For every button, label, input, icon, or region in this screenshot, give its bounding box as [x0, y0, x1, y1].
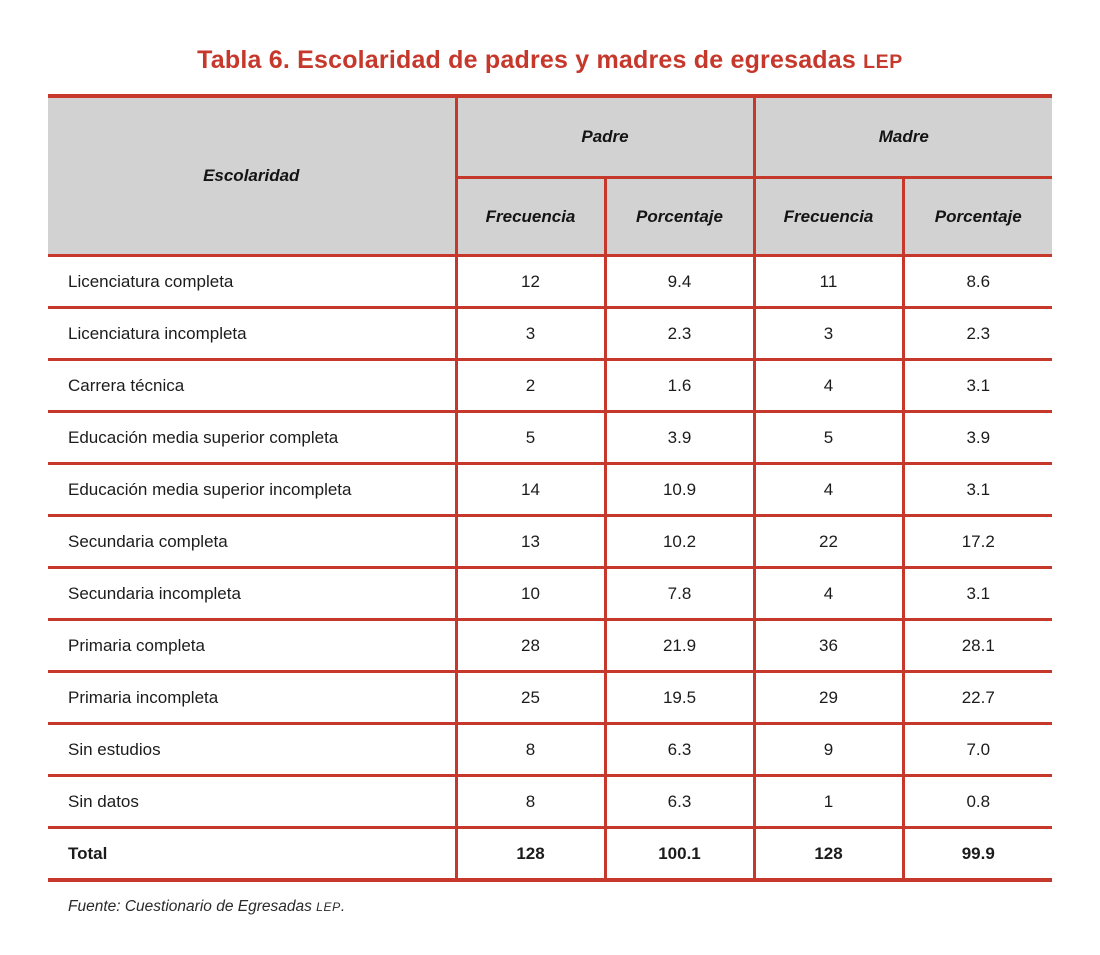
cell-value: 5	[454, 410, 605, 464]
table-title-acronym: LEP	[863, 51, 903, 73]
cell-value: 14	[454, 462, 605, 516]
cell-value: 12	[454, 254, 605, 308]
table-total-row: Total 128 100.1 128 99.9	[48, 826, 1053, 880]
row-label: Secundaria incompleta	[48, 566, 456, 620]
cell-value: 8	[454, 774, 605, 828]
cell-value: 0.8	[901, 774, 1053, 828]
row-label: Primaria completa	[48, 618, 456, 672]
cell-value: 6.3	[603, 774, 754, 828]
cell-value: 4	[752, 566, 903, 620]
cell-value: 11	[752, 254, 903, 308]
cell-value: 3.9	[603, 410, 754, 464]
cell-value: 28	[454, 618, 605, 672]
group-header-padre: Padre	[454, 96, 754, 179]
table-row: Educación media superior completa 5 3.9 …	[48, 410, 1053, 464]
source-note-acronym: LEP	[316, 900, 341, 914]
cell-value: 19.5	[603, 670, 754, 724]
row-label: Primaria incompleta	[48, 670, 456, 724]
row-label: Licenciatura incompleta	[48, 306, 456, 360]
column-header-frecuencia-madre: Frecuencia	[752, 177, 903, 256]
column-header-escolaridad: Escolaridad	[48, 96, 456, 256]
row-label: Sin estudios	[48, 722, 456, 776]
cell-value: 9.4	[603, 254, 754, 308]
cell-value: 25	[454, 670, 605, 724]
cell-value: 3.1	[901, 358, 1053, 412]
cell-value: 7.8	[603, 566, 754, 620]
cell-value: 3	[752, 306, 903, 360]
cell-value: 8	[454, 722, 605, 776]
table-row: Licenciatura incompleta 3 2.3 3 2.3	[48, 306, 1053, 360]
cell-value: 2.3	[901, 306, 1053, 360]
column-header-frecuencia-padre: Frecuencia	[454, 177, 605, 256]
cell-value: 21.9	[603, 618, 754, 672]
cell-value: 3.1	[901, 566, 1053, 620]
cell-value: 17.2	[901, 514, 1053, 568]
table-row: Primaria incompleta 25 19.5 29 22.7	[48, 670, 1053, 724]
table-row: Secundaria completa 13 10.2 22 17.2	[48, 514, 1053, 568]
cell-value: 7.0	[901, 722, 1053, 776]
row-label: Sin datos	[48, 774, 456, 828]
row-label: Licenciatura completa	[48, 254, 456, 308]
cell-value: 2	[454, 358, 605, 412]
table-row: Sin estudios 8 6.3 9 7.0	[48, 722, 1053, 776]
total-label: Total	[48, 826, 456, 880]
table-row: Secundaria incompleta 10 7.8 4 3.1	[48, 566, 1053, 620]
cell-value: 9	[752, 722, 903, 776]
cell-value: 22.7	[901, 670, 1053, 724]
group-header-row: Escolaridad Padre Madre	[48, 96, 1053, 256]
cell-value: 28.1	[901, 618, 1053, 672]
row-label: Educación media superior incompleta	[48, 462, 456, 516]
cell-value: 1	[752, 774, 903, 828]
table-row: Primaria completa 28 21.9 36 28.1	[48, 618, 1053, 672]
cell-value: 5	[752, 410, 903, 464]
cell-value: 3	[454, 306, 605, 360]
cell-value: 6.3	[603, 722, 754, 776]
table-row: Licenciatura completa 12 9.4 11 8.6	[48, 254, 1053, 308]
column-header-porcentaje-padre: Porcentaje	[603, 177, 754, 256]
cell-value: 10.2	[603, 514, 754, 568]
cell-value: 8.6	[901, 254, 1053, 308]
cell-value: 36	[752, 618, 903, 672]
table-row: Sin datos 8 6.3 1 0.8	[48, 774, 1053, 828]
cell-value: 22	[752, 514, 903, 568]
cell-value: 10.9	[603, 462, 754, 516]
row-label: Educación media superior completa	[48, 410, 456, 464]
cell-value: 1.6	[603, 358, 754, 412]
sub-header-row: Frecuencia Porcentaje Frecuencia Porcent…	[48, 177, 1053, 256]
row-label: Carrera técnica	[48, 358, 456, 412]
cell-value: 13	[454, 514, 605, 568]
cell-value: 4	[752, 462, 903, 516]
table-title-text: Tabla 6. Escolaridad de padres y madres …	[197, 46, 856, 74]
cell-value: 3.1	[901, 462, 1053, 516]
escolaridad-table: Escolaridad Padre Madre Frecuencia Porce…	[48, 94, 1053, 882]
table-body: Licenciatura completa 12 9.4 11 8.6 Lice…	[48, 254, 1053, 880]
table-title: Tabla 6. Escolaridad de padres y madres …	[0, 0, 1100, 75]
cell-value: 2.3	[603, 306, 754, 360]
total-value: 100.1	[603, 826, 754, 880]
cell-value: 29	[752, 670, 903, 724]
source-note-text: Fuente: Cuestionario de Egresadas	[68, 898, 312, 915]
table-header: Escolaridad Padre Madre Frecuencia Porce…	[48, 96, 1053, 256]
total-value: 99.9	[901, 826, 1053, 880]
total-value: 128	[454, 826, 605, 880]
cell-value: 4	[752, 358, 903, 412]
total-value: 128	[752, 826, 903, 880]
table-row: Educación media superior incompleta 14 1…	[48, 462, 1053, 516]
source-note-period: .	[340, 898, 346, 915]
table-row: Carrera técnica 2 1.6 4 3.1	[48, 358, 1053, 412]
cell-value: 3.9	[901, 410, 1053, 464]
column-header-porcentaje-madre: Porcentaje	[901, 177, 1053, 256]
cell-value: 10	[454, 566, 605, 620]
group-header-madre: Madre	[752, 96, 1053, 179]
row-label: Secundaria completa	[48, 514, 456, 568]
source-note: Fuente: Cuestionario de Egresadas LEP.	[68, 898, 1100, 916]
